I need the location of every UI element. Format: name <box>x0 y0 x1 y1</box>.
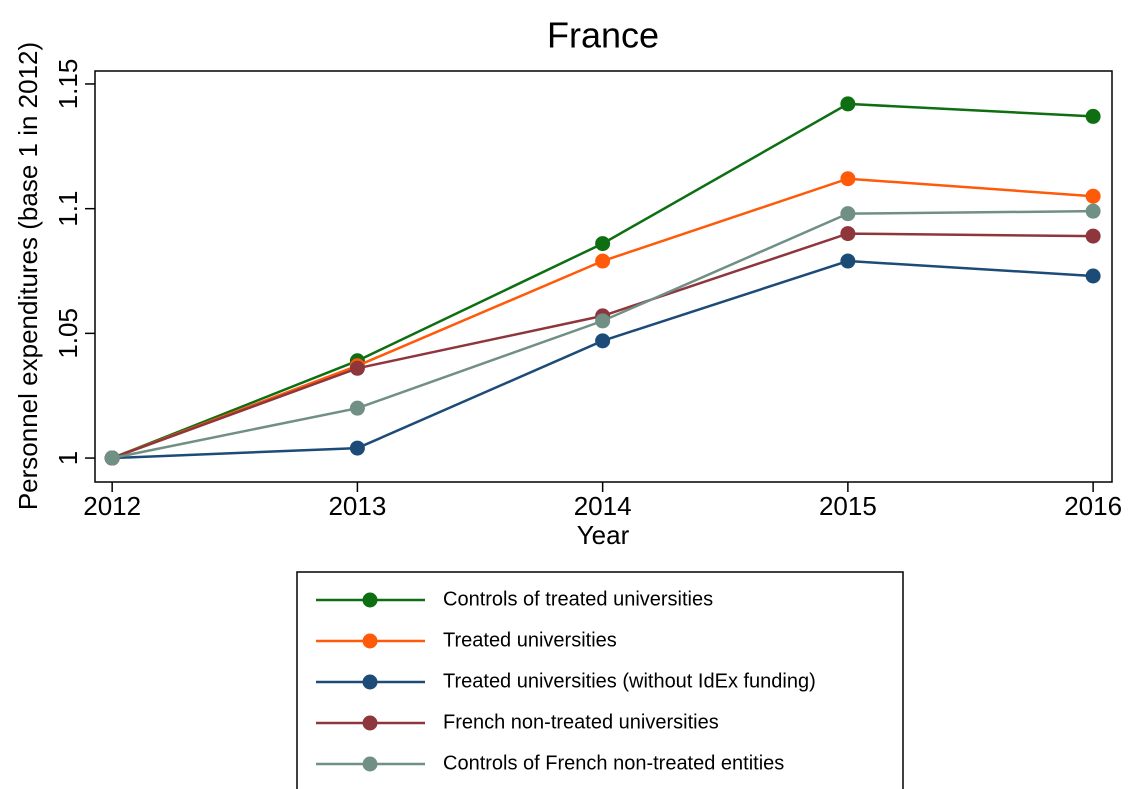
x-tick-label: 2014 <box>574 491 632 521</box>
legend-swatch-marker <box>362 633 378 649</box>
data-point <box>595 333 611 349</box>
y-tick-label: 1.05 <box>53 308 83 359</box>
data-point <box>840 96 856 112</box>
data-point <box>349 440 365 456</box>
legend-label: Treated universities <box>443 629 617 651</box>
data-point <box>840 171 856 187</box>
data-point <box>840 253 856 269</box>
x-tick-label: 2016 <box>1064 491 1122 521</box>
legend-swatch-marker <box>362 674 378 690</box>
data-point <box>1085 108 1101 124</box>
data-point <box>595 313 611 329</box>
legend-label: Controls of French non-treated entities <box>443 752 784 774</box>
data-point <box>1085 203 1101 219</box>
legend-label: Controls of treated universities <box>443 588 713 610</box>
x-tick-label: 2013 <box>328 491 386 521</box>
legend-label: Treated universities (without IdEx fundi… <box>443 670 816 692</box>
y-tick-label: 1.1 <box>53 191 83 227</box>
data-point <box>349 400 365 416</box>
legend-swatch-marker <box>362 756 378 772</box>
y-tick-label: 1.15 <box>53 59 83 110</box>
chart-title: France <box>547 15 659 56</box>
y-tick-label: 1 <box>53 451 83 465</box>
legend-frame <box>296 571 904 789</box>
data-point <box>349 360 365 376</box>
data-point <box>1085 228 1101 244</box>
x-axis-title: Year <box>577 520 630 550</box>
plot-frame <box>94 70 1113 483</box>
x-tick-label: 2012 <box>83 491 141 521</box>
data-point <box>104 450 120 466</box>
data-point <box>595 253 611 269</box>
legend-label: French non-treated universities <box>443 711 719 733</box>
data-point <box>1085 188 1101 204</box>
data-point <box>840 226 856 242</box>
y-axis-title: Personnel expenditures (base 1 in 2012) <box>13 42 43 510</box>
data-point <box>1085 268 1101 284</box>
data-point <box>840 206 856 222</box>
legend-swatch-marker <box>362 715 378 731</box>
data-point <box>595 236 611 252</box>
legend-swatch-marker <box>362 592 378 608</box>
x-tick-label: 2015 <box>819 491 877 521</box>
